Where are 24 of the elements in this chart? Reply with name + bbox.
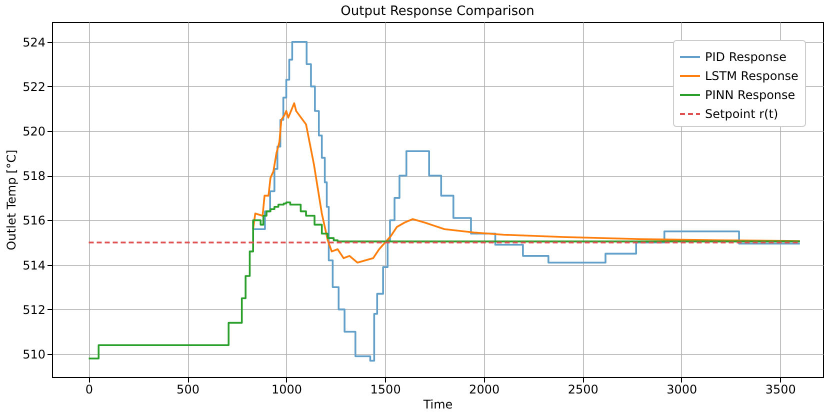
x-tick-label: 3500 [765, 382, 796, 396]
x-axis-title: Time [422, 398, 453, 412]
y-tick-label: 514 [22, 258, 46, 272]
x-tick-label: 500 [176, 382, 200, 396]
x-tick-label: 1000 [272, 382, 302, 396]
y-tick-label: 518 [22, 169, 46, 184]
chart-title: Output Response Comparison [340, 4, 534, 19]
x-tick-label: 2500 [568, 382, 598, 396]
legend-label: Setpoint r(t) [705, 107, 778, 121]
x-tick-label: 0 [85, 382, 94, 396]
x-tick-label: 1500 [370, 382, 401, 396]
legend-label: LSTM Response [705, 69, 798, 83]
y-tick-label: 520 [22, 124, 46, 139]
y-tick-label: 512 [22, 302, 46, 317]
legend-label: PINN Response [705, 88, 796, 102]
x-tick-label: 3000 [666, 382, 698, 396]
y-tick-label: 524 [22, 35, 46, 50]
line-series [252, 102, 801, 264]
y-tick-label: 516 [22, 214, 46, 228]
y-tick-label: 522 [22, 80, 46, 94]
legend-label: PID Response [705, 50, 786, 64]
x-tick-label: 2000 [469, 382, 500, 396]
y-axis-title: Outlet Temp [°C] [4, 150, 19, 250]
y-tick-label: 510 [22, 348, 46, 362]
